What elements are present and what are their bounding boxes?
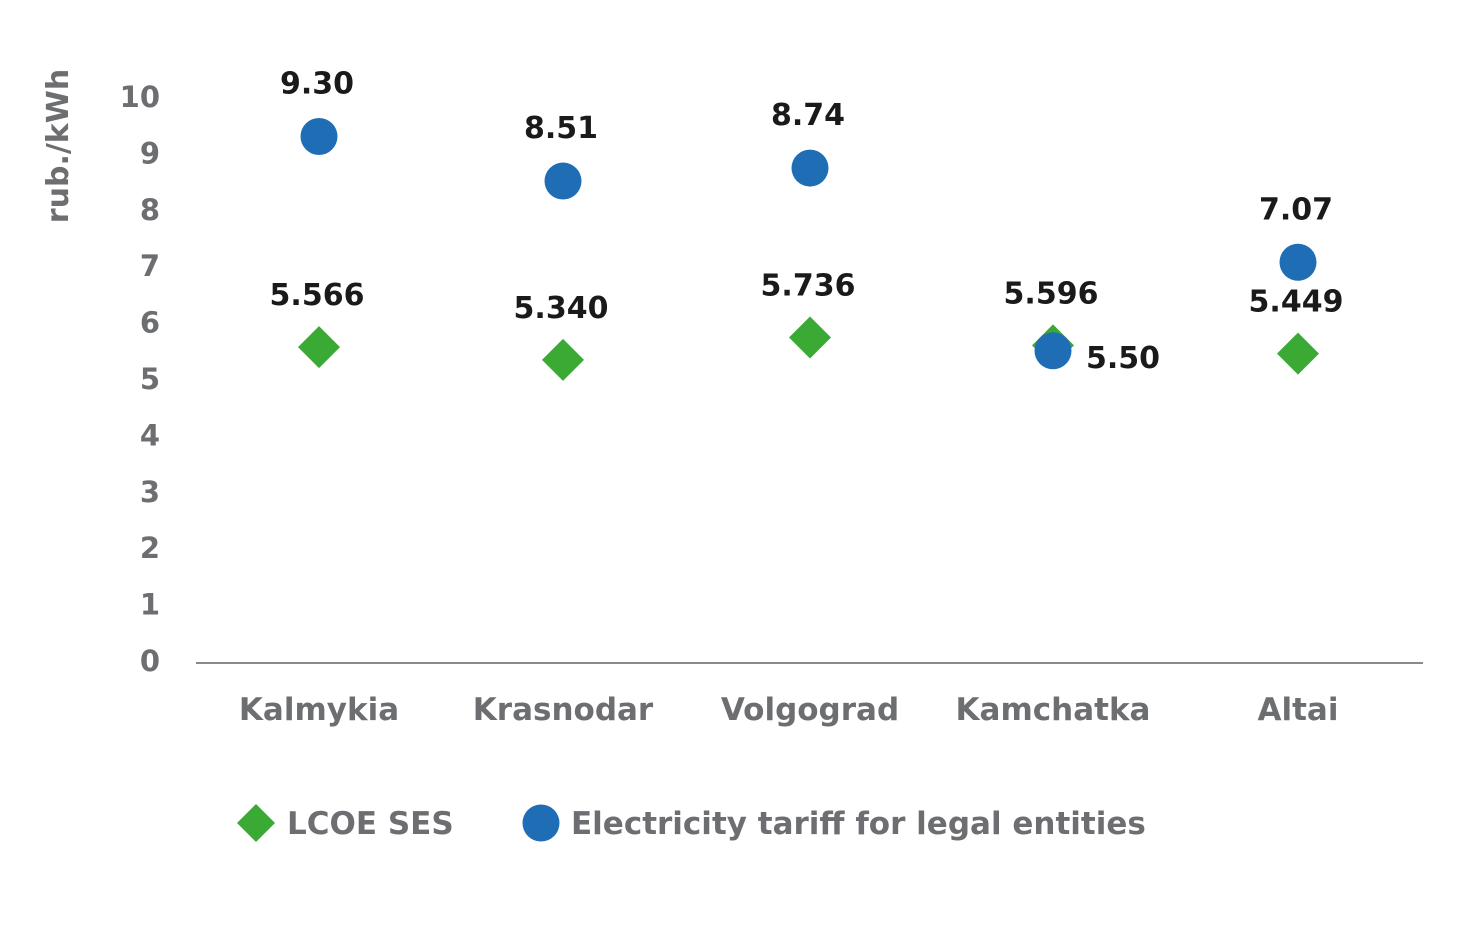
legend-tariff-label: Electricity tariff for legal entities	[571, 806, 1146, 842]
marks-layer	[298, 117, 1319, 381]
y-tick-label: 2	[140, 531, 160, 565]
y-tick-label: 0	[140, 644, 160, 678]
tariff-data-label: 8.51	[524, 111, 598, 146]
legend-lcoe-marker	[237, 804, 275, 842]
lcoe-point-volgograd	[789, 316, 831, 359]
lcoe-data-label: 5.449	[1249, 285, 1344, 320]
tariff-data-label: 5.50	[1086, 341, 1160, 376]
y-tick-label: 4	[140, 418, 160, 452]
x-tick-label: Krasnodar	[473, 692, 654, 728]
y-tick-label: 3	[140, 475, 160, 509]
legend-lcoe-label: LCOE SES	[287, 806, 454, 842]
x-tick-label: Kalmykia	[239, 692, 399, 728]
x-tick-label: Volgograd	[721, 692, 899, 728]
y-tick-label: 8	[140, 193, 160, 227]
tariff-point-volgograd	[791, 149, 829, 187]
tariff-data-label: 9.30	[280, 66, 354, 101]
tariff-point-kalmykia	[300, 117, 338, 155]
lcoe-point-kalmykia	[298, 326, 340, 369]
y-tick-label: 9	[140, 136, 160, 170]
lcoe-point-krasnodar	[542, 338, 584, 381]
lcoe-data-label: 5.596	[1004, 276, 1099, 311]
legend: LCOE SES Electricity tariff for legal ent…	[237, 804, 1146, 842]
y-tick-label: 7	[140, 249, 160, 283]
lcoe-data-label: 5.566	[270, 278, 365, 313]
y-tick-label: 6	[140, 306, 160, 340]
tariff-point-kamchatka	[1034, 332, 1072, 370]
lcoe-data-label: 5.340	[514, 291, 609, 326]
x-tick-label: Altai	[1258, 692, 1339, 728]
tariff-data-label: 7.07	[1259, 192, 1333, 227]
data-labels-layer: 5.566 5.340 5.736 5.596 5.449 9.30 8.51 8.74 5.5…	[270, 66, 1344, 375]
tariff-data-label: 8.74	[771, 98, 845, 133]
tariff-point-altai	[1279, 243, 1317, 281]
x-tick-label: Kamchatka	[956, 692, 1151, 728]
tariff-point-krasnodar	[544, 162, 582, 200]
y-tick-label: 1	[140, 588, 160, 622]
y-tick-label: 10	[120, 80, 160, 114]
y-tick-label: 5	[140, 362, 160, 396]
legend-tariff-marker	[522, 804, 560, 842]
axis-layer: 0 1 2 3 4 5 6 7 8 9 10 rub./kWh Kalmykia Krasnodar Vol…	[41, 69, 1423, 728]
lcoe-data-label: 5.736	[761, 268, 856, 303]
y-axis-label: rub./kWh	[41, 69, 76, 223]
lcoe-point-altai	[1277, 332, 1319, 375]
